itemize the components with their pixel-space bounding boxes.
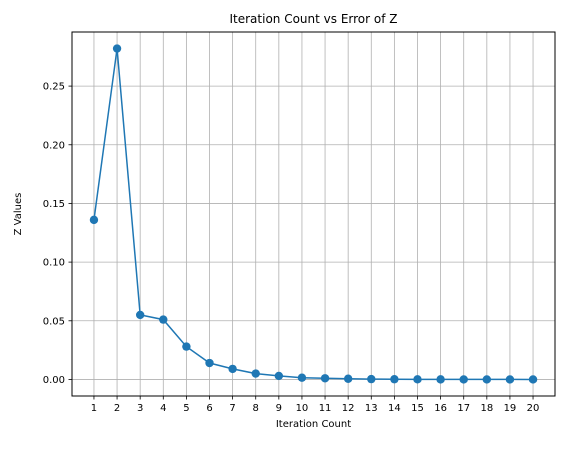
- x-tick-label: 10: [296, 403, 309, 414]
- x-tick-label: 1: [91, 403, 97, 414]
- x-tick-label: 15: [411, 403, 424, 414]
- y-axis-ticks: 0.00 0.05 0.10 0.15 0.20 0.25: [43, 82, 72, 386]
- y-tick-label: 0.05: [43, 316, 65, 327]
- x-tick-label: 16: [434, 403, 447, 414]
- x-tick-label: 5: [183, 403, 189, 414]
- x-tick-label: 18: [480, 403, 493, 414]
- data-point: [274, 371, 284, 381]
- data-point: [135, 310, 145, 320]
- x-tick-label: 6: [206, 403, 212, 414]
- data-point: [89, 215, 99, 225]
- data-point: [182, 342, 191, 351]
- series-line: [93, 48, 534, 381]
- y-tick-label: 0.25: [43, 82, 65, 93]
- data-point: [367, 374, 376, 384]
- data-point: [482, 375, 492, 384]
- x-tick-label: 14: [388, 403, 401, 414]
- x-tick-label: 17: [457, 403, 470, 414]
- data-point: [112, 44, 122, 53]
- x-tick-label: 12: [342, 403, 355, 414]
- y-tick-label: 0.00: [43, 375, 65, 386]
- data-point: [228, 364, 237, 374]
- x-axis-label: Iteration Count: [276, 419, 351, 430]
- x-tick-label: 11: [319, 403, 332, 414]
- x-tick-label: 7: [229, 403, 235, 414]
- data-point: [505, 375, 515, 384]
- y-tick-label: 0.20: [43, 140, 65, 151]
- x-tick-label: 13: [365, 403, 378, 414]
- x-tick-label: 2: [114, 403, 120, 414]
- series-line-group: [89, 44, 538, 384]
- data-point: [320, 374, 330, 383]
- y-tick-label: 0.10: [43, 258, 65, 269]
- data-point: [159, 315, 168, 324]
- plot-frame: [71, 31, 556, 397]
- y-tick-label: 0.15: [43, 199, 65, 210]
- data-point: [251, 369, 260, 378]
- data-point: [205, 358, 214, 368]
- chart-title: Iteration Count vs Error of Z: [230, 12, 398, 26]
- x-tick-label: 20: [527, 403, 540, 414]
- x-tick-label: 4: [160, 403, 166, 414]
- x-tick-label: 3: [137, 403, 143, 414]
- x-tick-label: 19: [504, 403, 517, 414]
- x-tick-label: 9: [276, 403, 282, 414]
- x-tick-label: 8: [253, 403, 259, 414]
- data-point: [436, 375, 445, 384]
- x-axis-ticks: 1 2 3 4 5 6 7 8 9 10 11 12 13 14 15 16 17 18 19 20: [91, 396, 540, 414]
- data-point: [413, 375, 422, 384]
- data-point: [459, 375, 468, 384]
- data-point: [390, 375, 399, 384]
- y-axis-label: Z Values: [13, 193, 24, 236]
- grid: [72, 32, 555, 396]
- data-point: [528, 375, 538, 384]
- data-point: [343, 374, 353, 383]
- data-point: [297, 373, 307, 382]
